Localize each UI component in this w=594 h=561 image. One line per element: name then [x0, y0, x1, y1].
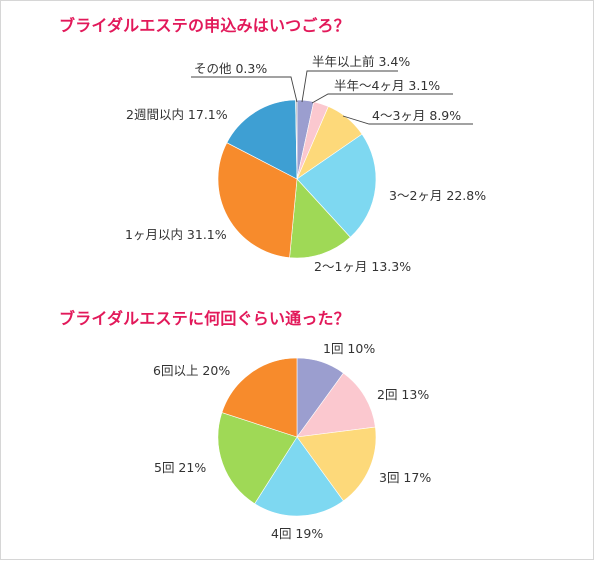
pie-slice — [226, 99, 298, 180]
slice-label: 1ヶ月以内 31.1% — [125, 227, 227, 242]
leader-line — [342, 115, 473, 125]
slice-label: 4回 19% — [271, 526, 323, 541]
leader-line — [301, 70, 398, 103]
slice-label: 3回 17% — [379, 470, 431, 485]
slice-label: 5回 21% — [154, 460, 206, 475]
slice-label: 2週間以内 17.1% — [126, 107, 228, 122]
pie-slice — [289, 178, 351, 259]
pie-slice — [296, 426, 377, 502]
pie-slice — [221, 357, 298, 438]
pie-slice — [296, 133, 377, 238]
leader-line — [311, 93, 453, 104]
slice-label: その他 0.3% — [194, 61, 267, 76]
pie-slice — [217, 142, 298, 258]
chart-title-visits: ブライダルエステに何回ぐらい通った？ — [59, 309, 350, 328]
chart-title-timing: ブライダルエステの申込みはいつごろ？ — [59, 16, 350, 35]
pie-slice — [296, 372, 376, 438]
slice-label: 半年〜4ヶ月 3.1% — [334, 78, 440, 93]
slice-label: 2回 13% — [377, 387, 429, 402]
pie-slice — [217, 412, 298, 505]
slice-label: 1回 10% — [323, 341, 375, 356]
slice-label: 3〜2ヶ月 22.8% — [389, 188, 486, 203]
slice-label: 半年以上前 3.4% — [312, 54, 410, 69]
slice-label: 4〜3ヶ月 8.9% — [372, 108, 461, 123]
pie-slice — [254, 436, 344, 517]
leader-line — [191, 76, 298, 103]
slice-label: 6回以上 20% — [153, 363, 230, 378]
slice-label: 2〜1ヶ月 13.3% — [314, 259, 411, 274]
